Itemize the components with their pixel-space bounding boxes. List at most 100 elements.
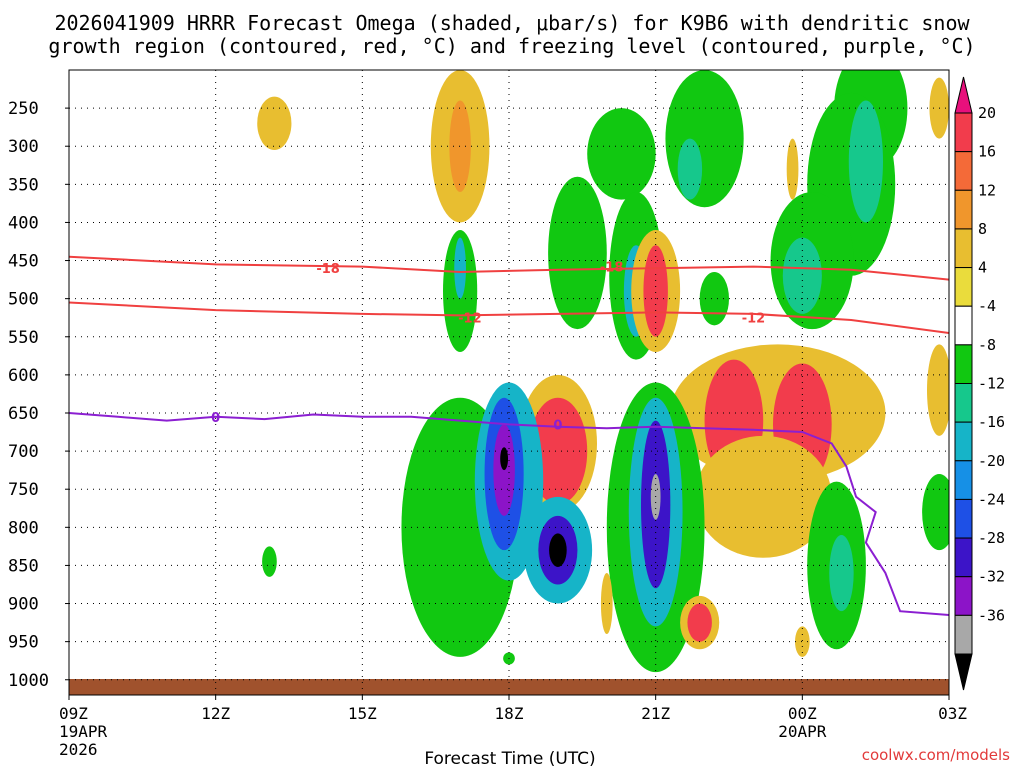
y-tick-label-900: 900 [8, 595, 39, 615]
colorbar: 20 16 12 8 4 -4 -8 -12 -16 -20 -24 -28 -32 -36 [954, 76, 1005, 691]
x-tick-label-6: 03Z [938, 704, 967, 723]
plot-area: -18 -18 -12 -12 0 0 [69, 70, 949, 695]
x-tick-label-3: 18Z [495, 704, 524, 723]
colorbar-swatch-2 [954, 189, 973, 230]
omega-blob-26 [927, 344, 949, 436]
colorbar-label-10: -24 [978, 490, 1005, 508]
contour-freezing-level [69, 412, 949, 616]
colorbar-swatch-7 [954, 383, 973, 423]
y-tick-label-400: 400 [8, 213, 39, 233]
colorbar-label-1: 16 [978, 143, 996, 161]
colorbar-label-0: 20 [978, 104, 996, 122]
y-tick-label-700: 700 [8, 442, 39, 462]
y-tick-label-650: 650 [8, 404, 39, 424]
colorbar-swatch-1 [954, 151, 973, 191]
omega-blob-28 [528, 397, 588, 505]
colorbar-swatch-5 [954, 305, 973, 346]
colorbar-label-2: 12 [978, 181, 996, 199]
contour-label-1: -18 [600, 261, 624, 276]
omega-blob-20 [786, 138, 799, 200]
colorbar-swatch-11 [954, 537, 973, 578]
colorbar-label-11: -28 [978, 529, 1005, 547]
contour-label-3: -12 [742, 312, 766, 327]
x-tick-label-1: 12Z [201, 704, 230, 723]
y-tick-label-550: 550 [8, 328, 39, 348]
colorbar-label-13: -36 [978, 606, 1005, 624]
y-tick-label-800: 800 [8, 518, 39, 538]
chart-title-line-1: 2026041909 HRRR Forecast Omega (shaded, … [54, 11, 970, 35]
x-tick-year-0: 2026 [59, 740, 98, 759]
y-tick-label-950: 950 [8, 633, 39, 653]
colorbar-label-9: -20 [978, 452, 1005, 470]
x-tick-label-5: 00Z [788, 704, 817, 723]
x-tick-label-0: 09Z [59, 704, 88, 723]
contour-label-5: 0 [553, 418, 562, 433]
colorbar-swatch-12 [954, 576, 973, 616]
x-tick-label-2: 15Z [348, 704, 377, 723]
colorbar-swatch-10 [954, 498, 973, 539]
omega-blob-2 [449, 100, 471, 192]
chart-title-line-2: growth region (contoured, red, °C) and f… [48, 34, 975, 58]
colorbar-bottom-arrow [954, 653, 973, 691]
contour-layer: -18 -18 -12 -12 0 0 [69, 255, 949, 616]
omega-blob-4 [677, 138, 703, 200]
ground-strip [69, 679, 949, 695]
y-tick-label-250: 250 [8, 99, 39, 119]
y-tick-label-600: 600 [8, 366, 39, 386]
omega-shading-layer [257, 70, 949, 673]
colorbar-swatch-0 [954, 112, 973, 153]
omega-blob-33 [500, 447, 509, 471]
omega-blob-32 [493, 424, 515, 516]
x-tick-label-4: 21Z [641, 704, 670, 723]
grid-lines [69, 70, 949, 695]
y-axis: 250 300 350 400 450 500 550 600 650 700 750 800 850 9… [8, 99, 69, 691]
omega-blob-5 [587, 108, 656, 200]
x-tick-date-5: 20APR [778, 722, 827, 741]
credit-text: coolwx.com/models [862, 746, 1010, 764]
colorbar-swatch-9 [954, 460, 973, 500]
y-tick-label-850: 850 [8, 556, 39, 576]
y-tick-label-750: 750 [8, 480, 39, 500]
contour-label-4: 0 [211, 411, 220, 426]
colorbar-label-7: -12 [978, 375, 1005, 393]
omega-blob-6 [548, 176, 607, 330]
y-tick-label-450: 450 [8, 252, 39, 272]
omega-blob-11 [643, 245, 668, 337]
omega-blob-14 [699, 271, 729, 326]
contour-label-0: -18 [316, 262, 340, 277]
omega-blob-45 [829, 534, 854, 612]
omega-blob-19 [782, 237, 822, 314]
colorbar-label-3: 8 [978, 220, 987, 238]
colorbar-swatch-3 [954, 228, 973, 269]
colorbar-swatch-8 [954, 421, 973, 462]
omega-blob-42 [687, 603, 712, 642]
colorbar-label-12: -32 [978, 568, 1005, 586]
contour-label-2: -12 [458, 312, 482, 327]
y-tick-label-350: 350 [8, 175, 39, 195]
colorbar-label-8: -16 [978, 413, 1005, 431]
omega-blob-46 [922, 473, 949, 551]
omega-blob-0 [257, 96, 292, 151]
y-tick-label-1000: 1000 [8, 671, 49, 691]
contour-dgz-minus18 [69, 255, 949, 281]
contour-dgz-minus12 [69, 301, 949, 334]
colorbar-label-4: 4 [978, 259, 987, 277]
colorbar-swatch-6 [954, 344, 973, 385]
colorbar-swatch-13 [954, 614, 973, 655]
omega-blob-3 [665, 70, 744, 208]
omega-blob-47 [600, 573, 613, 635]
omega-blob-13 [454, 237, 466, 299]
omega-blob-17 [848, 100, 884, 223]
y-tick-label-300: 300 [8, 137, 39, 157]
y-tick-label-500: 500 [8, 290, 39, 310]
colorbar-label-6: -8 [978, 336, 996, 354]
omega-blob-36 [549, 533, 567, 567]
x-axis-label: Forecast Time (UTC) [424, 749, 595, 768]
colorbar-swatch-4 [954, 267, 973, 307]
omega-blob-48 [795, 626, 810, 657]
x-tick-date-0: 19APR [59, 722, 108, 741]
colorbar-label-5: -4 [978, 297, 996, 315]
omega-blob-43 [262, 546, 277, 577]
